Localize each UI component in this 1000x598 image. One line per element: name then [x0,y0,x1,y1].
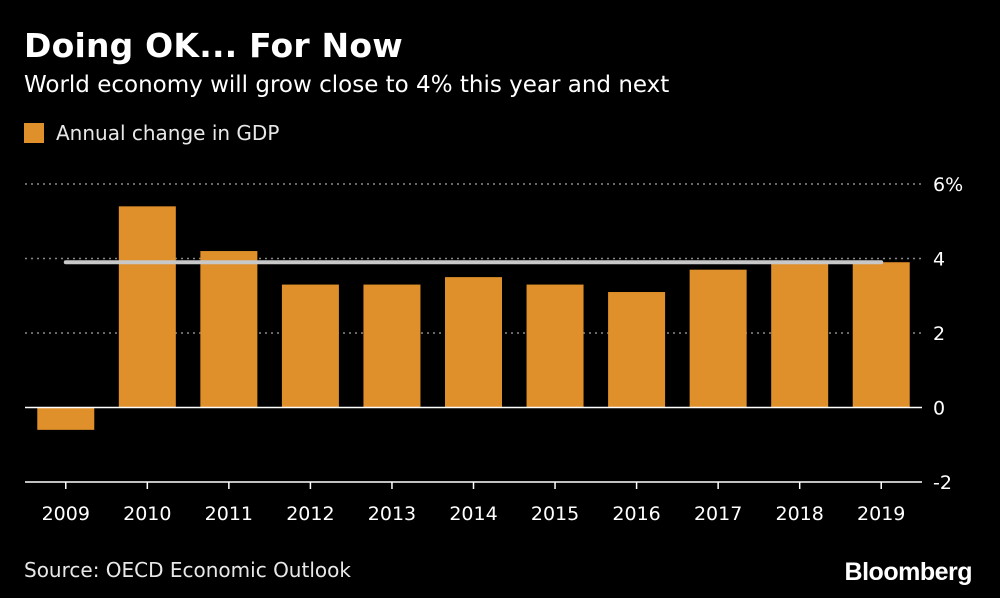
x-tick-label-2012: 2012 [286,503,334,525]
axes [25,406,922,489]
x-tick-label-2010: 2010 [123,503,171,525]
y-tick-label-6: 6% [933,174,963,196]
y-tick-label-2: 2 [933,323,945,345]
bloomberg-logo: Bloomberg [844,558,973,586]
bars [37,206,910,430]
x-tick-label-2017: 2017 [694,503,742,525]
bar-2015 [526,284,584,408]
y-tick-label-4: 4 [933,249,945,271]
bar-2018 [771,262,829,408]
tick-labels: 2009 2010 2011 2012 2013 2014 2015 2016 2017 2018… [42,174,964,525]
x-tick-label-2019: 2019 [857,503,905,525]
bar-2013 [363,284,421,408]
bar-2016 [608,292,666,408]
x-tick-label-2013: 2013 [368,503,416,525]
chart-subtitle: World economy will grow close to 4% this… [24,72,670,98]
x-tick-label-2011: 2011 [205,503,253,525]
bar-2010 [118,206,176,408]
bar-2012 [281,284,339,408]
bar-2009 [37,407,95,430]
x-tick-label-2016: 2016 [612,503,660,525]
legend-label-gdp: Annual change in GDP [56,121,280,145]
legend: Annual change in GDP [24,121,279,145]
legend-swatch-gdp [24,123,44,143]
x-tick-label-2014: 2014 [449,503,497,525]
bar-2011 [200,251,258,408]
chart-title: Doing OK... For Now [24,26,403,65]
bar-2019 [852,262,910,408]
bar-2014 [445,277,502,408]
y-tick-label-0: 0 [933,398,945,420]
x-tick-label-2018: 2018 [776,503,824,525]
x-tick-label-2015: 2015 [531,503,579,525]
bar-2017 [689,269,747,408]
x-tick-label-2009: 2009 [42,503,90,525]
y-tick-label--2: -2 [933,472,952,494]
source-note: Source: OECD Economic Outlook [24,558,351,582]
